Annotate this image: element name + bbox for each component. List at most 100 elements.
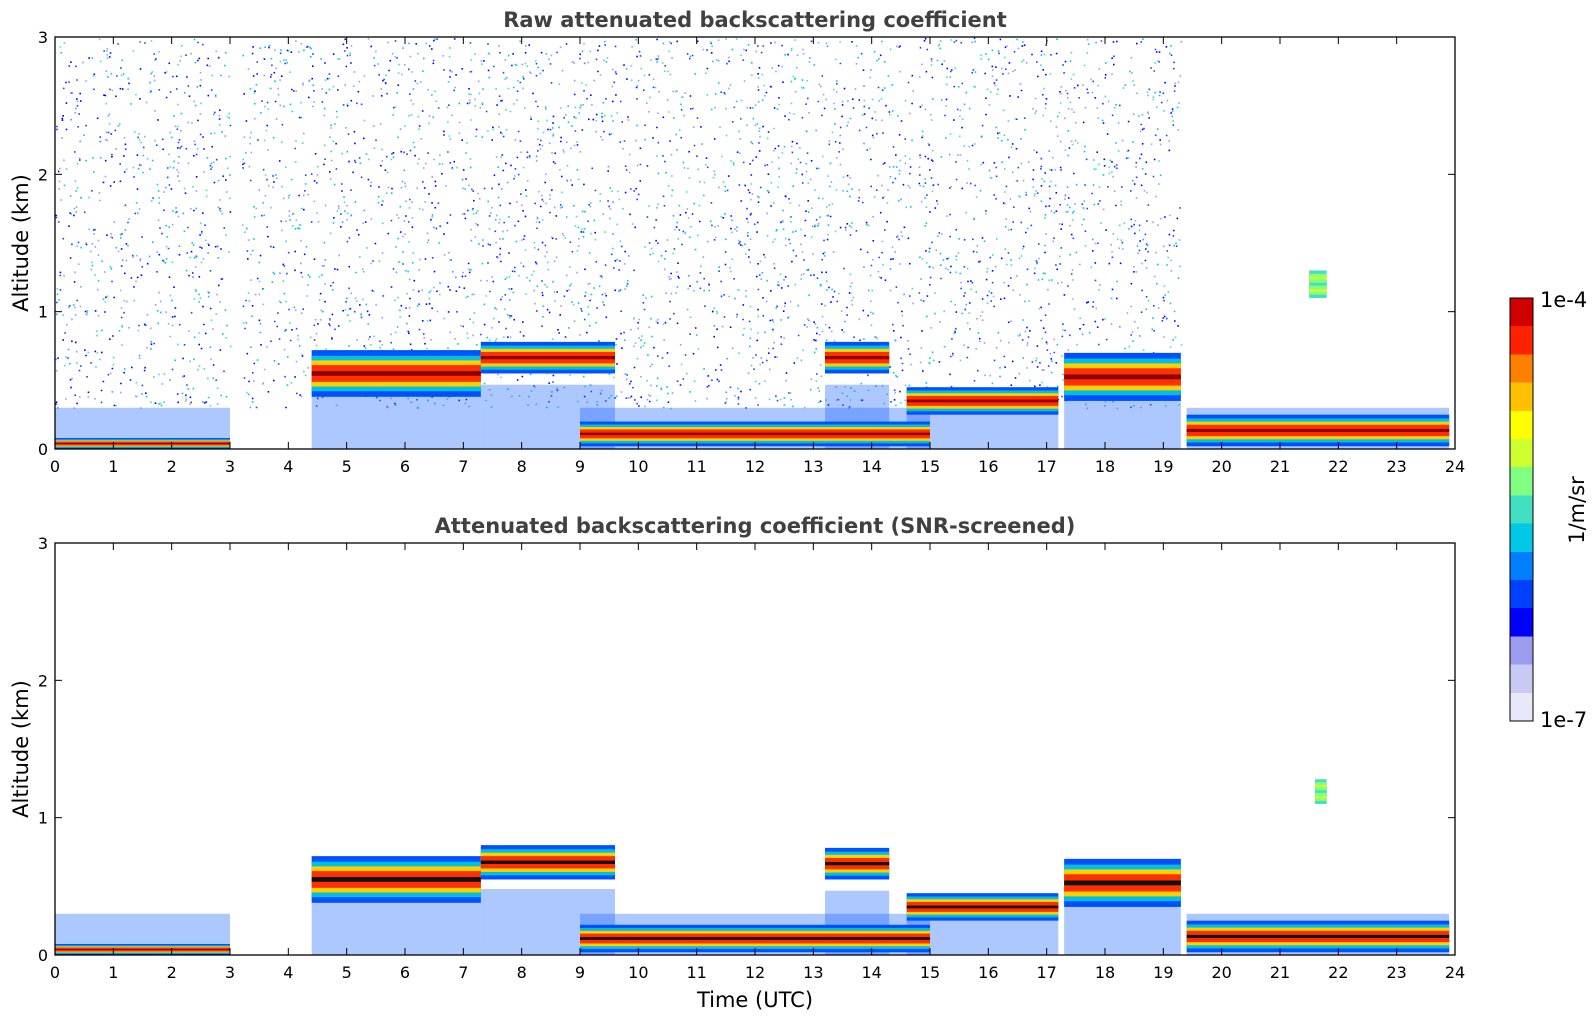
aerosol-layer-band	[1186, 934, 1450, 939]
boundary-layer-wash	[311, 389, 481, 449]
x-tick-label: 24	[1445, 457, 1465, 476]
x-tick-label: 0	[50, 963, 60, 982]
x-tick-label: 5	[342, 963, 352, 982]
x-tick-label: 10	[628, 457, 648, 476]
x-tick-label: 1	[108, 457, 118, 476]
x-tick-label: 15	[920, 457, 940, 476]
cloud-layer-band	[825, 356, 890, 360]
chart-raw-backscatter: Raw attenuated backscattering coefficien…	[9, 8, 1465, 476]
x-tick-label: 12	[745, 963, 765, 982]
x-tick-label: 22	[1328, 963, 1348, 982]
x-tick-label: 18	[1095, 963, 1115, 982]
noise-speckle	[55, 37, 1183, 410]
x-tick-label: 8	[517, 963, 527, 982]
aerosol-layer-band	[906, 905, 1059, 909]
x-tick-label: 14	[861, 457, 881, 476]
y-tick-label: 1	[38, 809, 48, 828]
x-tick-label: 5	[342, 457, 352, 476]
x-tick-label: 18	[1095, 457, 1115, 476]
x-tick-label: 21	[1270, 963, 1290, 982]
colorbar-min-label: 1e-7	[1540, 708, 1587, 732]
aerosol-layer-band	[311, 371, 481, 376]
colorbar-unit-label: 1/m/sr	[1565, 476, 1589, 544]
noise-pixels	[481, 38, 753, 410]
plot-area	[55, 543, 1455, 955]
x-axis-label: Time (UTC)	[696, 988, 813, 1012]
boundary-layer-wash	[311, 895, 481, 955]
cloud-patch-band	[1309, 282, 1327, 286]
x-tick-label: 13	[803, 963, 823, 982]
x-tick-label: 10	[628, 963, 648, 982]
chart-title: Raw attenuated backscattering coefficien…	[503, 8, 1007, 32]
y-tick-label: 2	[38, 671, 48, 690]
y-tick-label: 0	[38, 440, 48, 459]
x-tick-label: 17	[1036, 963, 1056, 982]
x-tick-label: 20	[1211, 963, 1231, 982]
x-tick-label: 2	[167, 457, 177, 476]
x-tick-label: 16	[978, 963, 998, 982]
x-tick-label: 20	[1211, 457, 1231, 476]
chart-snr-screened: Attenuated backscattering coefficient (S…	[9, 514, 1465, 1012]
x-axis-ticks: 0 1 2 3 4 5 6 7 8 9 10 11 12 13 14 15 16 17 18 19 20 21 22 23 24	[50, 37, 1465, 476]
x-tick-label: 12	[745, 457, 765, 476]
x-tick-label: 4	[283, 963, 293, 982]
colorbar: 1e-4 1e-7 1/m/sr	[1509, 288, 1589, 732]
aerosol-layer-band	[1186, 428, 1450, 433]
plot-area	[55, 37, 1455, 449]
y-axis-label: Altitude (km)	[9, 174, 33, 312]
y-axis-ticks: 0 1 2 3	[38, 534, 1455, 965]
boundary-layer-wash	[1064, 897, 1181, 955]
colorbar-scale	[1509, 297, 1534, 722]
x-tick-label: 16	[978, 457, 998, 476]
y-axis-label: Altitude (km)	[9, 680, 33, 818]
x-tick-label: 19	[1153, 457, 1173, 476]
chart-title: Attenuated backscattering coefficient (S…	[435, 514, 1076, 538]
colorbar-max-label: 1e-4	[1540, 288, 1587, 312]
x-tick-label: 9	[575, 457, 585, 476]
x-tick-label: 4	[283, 457, 293, 476]
aerosol-layer-band	[55, 442, 230, 445]
x-tick-label: 23	[1386, 963, 1406, 982]
x-tick-label: 14	[861, 963, 881, 982]
x-tick-label: 21	[1270, 457, 1290, 476]
x-tick-label: 3	[225, 963, 235, 982]
y-tick-label: 2	[38, 165, 48, 184]
y-tick-label: 3	[38, 534, 48, 553]
x-tick-label: 19	[1153, 963, 1173, 982]
x-tick-label: 7	[458, 963, 468, 982]
cloud-layer-band	[1064, 374, 1181, 380]
y-tick-label: 0	[38, 946, 48, 965]
x-tick-label: 3	[225, 457, 235, 476]
backscatter-layers	[55, 779, 1450, 955]
aerosol-layer-band	[580, 937, 930, 940]
y-axis-ticks: 0 1 2 3	[38, 28, 1455, 459]
x-tick-label: 8	[517, 457, 527, 476]
cloud-patch-band	[1315, 790, 1327, 793]
cloud-layer-band	[480, 860, 615, 865]
aerosol-layer-band	[311, 877, 481, 882]
x-tick-label: 0	[50, 457, 60, 476]
aerosol-layer-band	[906, 399, 1059, 403]
x-tick-label: 7	[458, 457, 468, 476]
x-tick-label: 9	[575, 963, 585, 982]
x-tick-label: 23	[1386, 457, 1406, 476]
x-tick-label: 6	[400, 457, 410, 476]
cloud-layer-band	[825, 862, 890, 866]
x-tick-label: 2	[167, 963, 177, 982]
x-tick-label: 1	[108, 963, 118, 982]
cloud-layer-band	[1064, 880, 1181, 886]
aerosol-layer-band	[55, 948, 230, 951]
y-tick-label: 3	[38, 28, 48, 47]
x-axis-ticks: 0 1 2 3 4 5 6 7 8 9 10 11 12 13 14 15 16 17 18 19 20 21 22 23 24	[50, 543, 1465, 982]
aerosol-layer-band	[580, 432, 930, 436]
x-tick-label: 6	[400, 963, 410, 982]
x-tick-label: 24	[1445, 963, 1465, 982]
x-tick-label: 11	[686, 963, 706, 982]
x-tick-label: 17	[1036, 457, 1056, 476]
y-tick-label: 1	[38, 303, 48, 322]
x-tick-label: 22	[1328, 457, 1348, 476]
cloud-layer-band	[480, 356, 615, 360]
x-tick-label: 15	[920, 963, 940, 982]
x-tick-label: 11	[686, 457, 706, 476]
